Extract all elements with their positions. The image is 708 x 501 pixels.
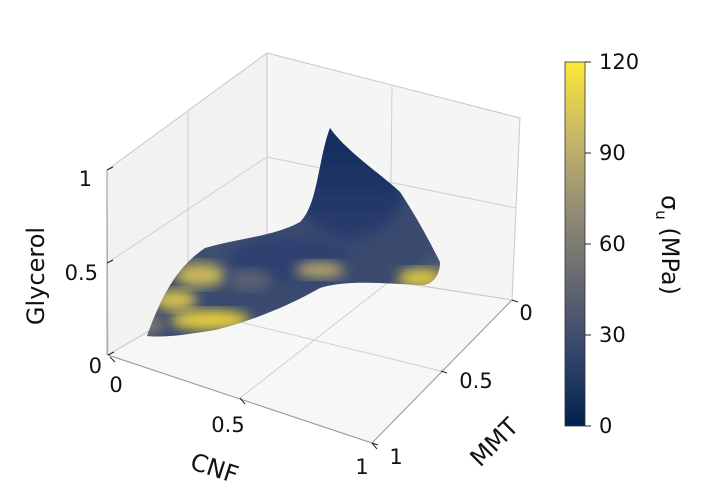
- colorbar-tick-120: 120: [599, 50, 639, 74]
- x-axis-label: CNF: [187, 448, 242, 490]
- z-tick-0: 0: [89, 354, 102, 378]
- colorbar: 0 30 60 90 120 σu (MPa): [564, 50, 684, 438]
- colorbar-label-subscript: u: [652, 210, 670, 220]
- colorbar-tick-90: 90: [599, 141, 626, 165]
- x-tick-0.5: 0.5: [211, 413, 244, 437]
- x-tick-1: 1: [355, 455, 368, 479]
- colorbar-tick-0: 0: [599, 414, 612, 438]
- colorbar-tick-60: 60: [599, 232, 626, 256]
- colorbar-label: σu (MPa): [652, 195, 684, 295]
- y-axis-label: MMT: [465, 412, 525, 472]
- y-tick-1: 1: [389, 445, 402, 469]
- colorbar-tick-30: 30: [599, 323, 626, 347]
- y-tick-0.5: 0.5: [459, 369, 492, 393]
- z-tick-1: 1: [79, 167, 92, 191]
- colorbar-label-symbol: σ: [656, 195, 684, 210]
- colorbar-label-unit: (MPa): [656, 227, 684, 295]
- colorbar-bar: [564, 61, 586, 427]
- z-axis-label: Glycerol: [22, 227, 50, 325]
- x-tick-0: 0: [109, 373, 122, 397]
- z-axis: 1 0.5 0 Glycerol: [22, 166, 115, 378]
- y-tick-0: 0: [519, 301, 532, 325]
- z-tick-0.5: 0.5: [65, 261, 98, 285]
